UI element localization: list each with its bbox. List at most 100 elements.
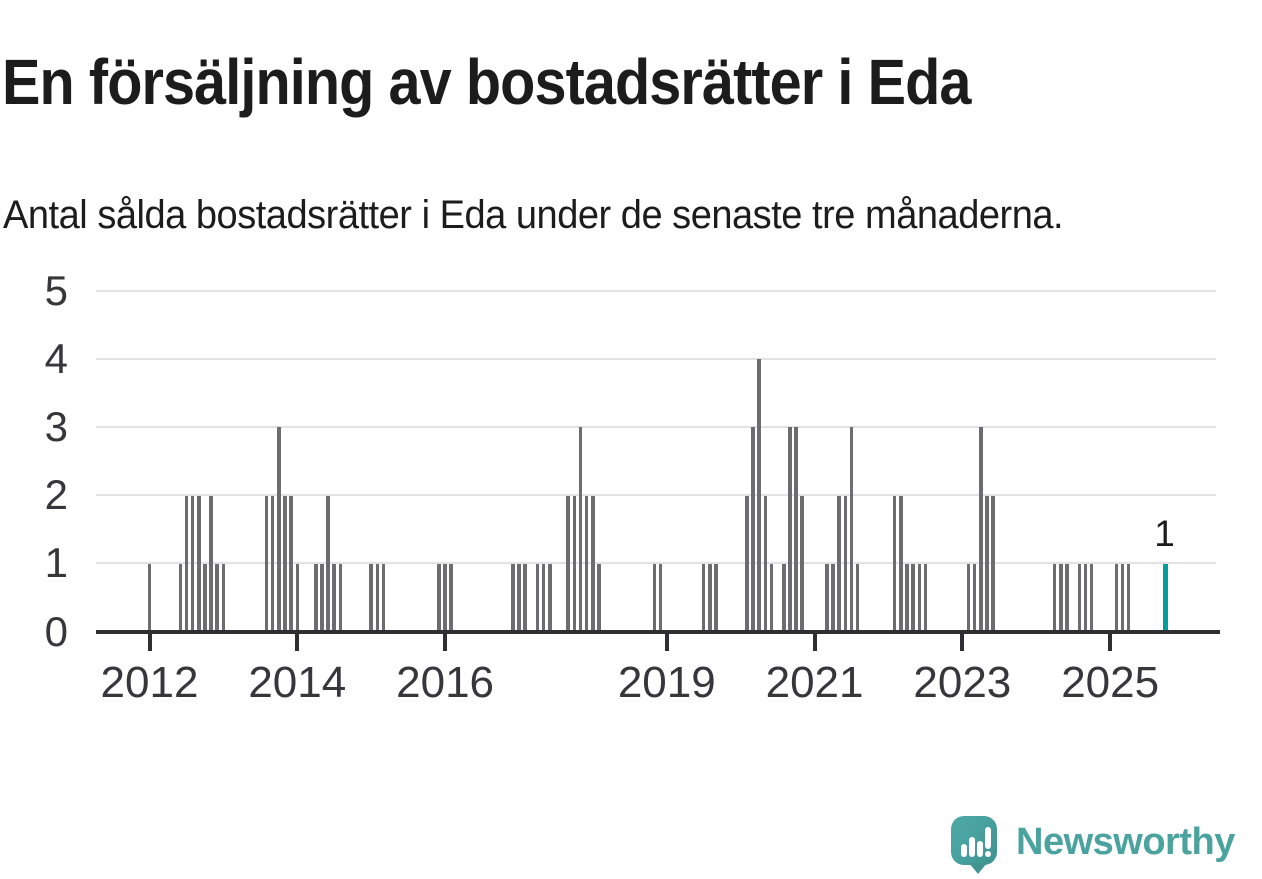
bar bbox=[449, 563, 453, 632]
bar bbox=[221, 563, 226, 632]
x-tick-label: 2012 bbox=[100, 658, 199, 707]
bar bbox=[855, 563, 860, 632]
x-axis-tick bbox=[664, 633, 669, 651]
bar bbox=[289, 495, 293, 632]
x-axis-tick bbox=[812, 633, 817, 651]
y-tick-label: 5 bbox=[44, 266, 68, 314]
bar bbox=[831, 563, 835, 632]
logo-exclamation-icon bbox=[985, 827, 991, 849]
bar bbox=[979, 427, 983, 632]
bar bbox=[843, 495, 848, 632]
bar bbox=[437, 563, 441, 632]
bar bbox=[147, 563, 152, 632]
bar bbox=[190, 495, 195, 632]
bar bbox=[178, 563, 183, 632]
bar bbox=[566, 495, 570, 632]
bar bbox=[899, 495, 903, 632]
bar bbox=[215, 563, 219, 632]
bar bbox=[837, 495, 841, 632]
chart-title: En försäljning av bostadsrätter i Eda bbox=[2, 45, 971, 118]
bar bbox=[917, 563, 921, 632]
x-axis-line bbox=[96, 629, 1220, 634]
bar bbox=[277, 427, 281, 632]
bar bbox=[572, 495, 577, 632]
bar bbox=[985, 495, 989, 632]
bar bbox=[541, 563, 546, 632]
bar bbox=[1089, 563, 1094, 632]
bar bbox=[1126, 563, 1131, 632]
bar bbox=[1052, 563, 1057, 632]
x-tick-label: 2016 bbox=[396, 658, 495, 707]
bar bbox=[911, 563, 915, 632]
x-axis-tick bbox=[443, 633, 448, 651]
gridline bbox=[96, 289, 1216, 292]
bar bbox=[523, 563, 527, 632]
logo-exclamation-dot-icon bbox=[985, 851, 991, 857]
x-axis-tick bbox=[147, 633, 152, 651]
bar bbox=[1120, 563, 1125, 632]
y-tick-label: 1 bbox=[44, 539, 68, 587]
bar bbox=[548, 563, 552, 632]
bar bbox=[794, 427, 798, 632]
bar bbox=[184, 495, 189, 632]
bar bbox=[535, 563, 540, 632]
bar bbox=[757, 359, 761, 632]
highlight-value-label: 1 bbox=[1154, 512, 1175, 554]
y-tick-label: 4 bbox=[44, 334, 68, 382]
newsworthy-logo-icon bbox=[951, 816, 997, 865]
bar bbox=[892, 495, 897, 632]
x-axis-tick bbox=[960, 633, 965, 651]
bar bbox=[584, 495, 589, 632]
bar bbox=[517, 563, 521, 632]
bar bbox=[597, 563, 601, 632]
logo-speech-tail-icon bbox=[969, 863, 987, 874]
bar bbox=[326, 495, 330, 632]
logo-bar-icon bbox=[977, 841, 983, 857]
bar bbox=[652, 563, 657, 632]
x-tick-label: 2023 bbox=[913, 658, 1012, 707]
bar bbox=[591, 495, 595, 632]
bar bbox=[369, 563, 373, 632]
bar bbox=[1065, 563, 1069, 632]
x-axis-tick bbox=[295, 633, 300, 651]
bar bbox=[1083, 563, 1088, 632]
bar bbox=[283, 495, 287, 632]
bar bbox=[332, 563, 336, 632]
x-tick-label: 2021 bbox=[765, 658, 864, 707]
logo-bar-icon bbox=[969, 837, 975, 857]
bar bbox=[825, 563, 829, 632]
logo-bar-icon bbox=[961, 844, 967, 857]
bar bbox=[209, 495, 213, 632]
gridline bbox=[96, 357, 1216, 360]
bar bbox=[849, 427, 854, 632]
x-tick-label: 2025 bbox=[1061, 658, 1160, 707]
bar bbox=[197, 495, 201, 632]
bar bbox=[443, 563, 447, 632]
bar bbox=[905, 563, 909, 632]
bar bbox=[800, 495, 804, 632]
gridline bbox=[96, 425, 1216, 428]
y-tick-label: 3 bbox=[44, 402, 68, 450]
bar bbox=[701, 563, 706, 632]
bar bbox=[270, 495, 275, 632]
gridline bbox=[96, 494, 1216, 497]
bar bbox=[782, 563, 786, 632]
bar bbox=[788, 427, 792, 632]
bar bbox=[769, 563, 774, 632]
bar bbox=[314, 563, 318, 632]
bar bbox=[338, 563, 343, 632]
bar bbox=[763, 495, 768, 632]
bar bbox=[203, 563, 207, 632]
bar bbox=[923, 563, 928, 632]
x-tick-label: 2019 bbox=[617, 658, 716, 707]
highlight-bar bbox=[1163, 563, 1168, 632]
bar bbox=[295, 563, 300, 632]
bar bbox=[1114, 563, 1119, 632]
bar bbox=[966, 563, 971, 632]
bar bbox=[658, 563, 663, 632]
y-tick-label: 0 bbox=[44, 607, 68, 655]
bar bbox=[320, 563, 324, 632]
bar bbox=[375, 563, 380, 632]
bar bbox=[511, 563, 515, 632]
x-axis-tick bbox=[1108, 633, 1113, 651]
